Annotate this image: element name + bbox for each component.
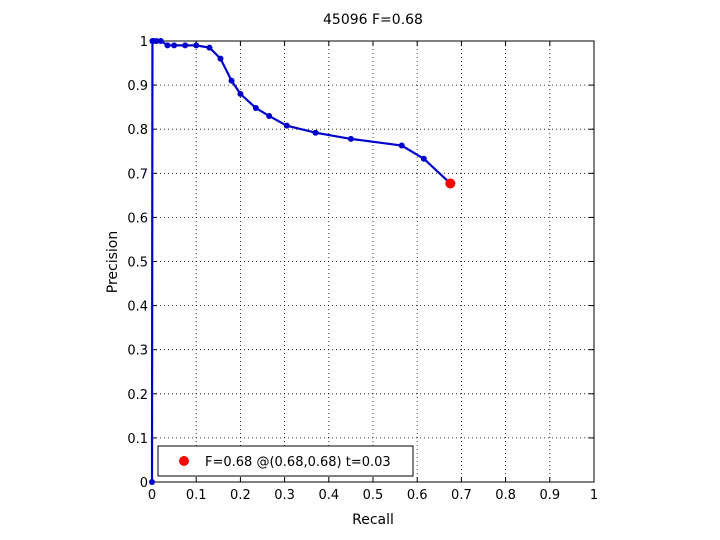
y-tick-label: 0.6 xyxy=(127,211,148,226)
data-point xyxy=(164,42,171,49)
y-tick-label: 0.3 xyxy=(127,344,148,359)
x-tick-label: 0.4 xyxy=(318,488,339,503)
data-point xyxy=(149,479,155,485)
x-tick-label: 0.2 xyxy=(230,488,251,503)
y-tick-label: 0.2 xyxy=(127,388,148,403)
x-tick-label: 0 xyxy=(148,488,156,503)
data-point xyxy=(206,44,213,51)
x-tick-label: 0.8 xyxy=(495,488,516,503)
y-tick-label: 0.4 xyxy=(127,300,148,315)
x-tick-label: 0.1 xyxy=(186,488,207,503)
data-point xyxy=(217,55,224,62)
x-axis-label: Recall xyxy=(352,512,394,528)
data-point xyxy=(171,42,178,49)
y-tick-label: 0 xyxy=(140,476,148,491)
y-tick-label: 0.9 xyxy=(127,79,148,94)
legend: F=0.68 @(0.68,0.68) t=0.03 xyxy=(157,445,414,477)
y-axis-label: Precision xyxy=(105,231,121,293)
data-point xyxy=(228,77,235,84)
data-point xyxy=(182,42,189,49)
data-point xyxy=(157,38,164,44)
x-tick-label: 1 xyxy=(590,488,598,503)
data-point xyxy=(237,90,244,97)
data-point xyxy=(193,42,200,49)
series-layer xyxy=(149,38,456,485)
x-tick-label: 0.6 xyxy=(407,488,428,503)
y-tick-label: 0.1 xyxy=(127,432,148,447)
data-point xyxy=(398,142,405,149)
legend-marker xyxy=(179,456,189,466)
y-tick-label: 1 xyxy=(140,35,148,50)
data-point xyxy=(347,135,354,142)
best-f-point xyxy=(445,178,456,189)
chart-title: 45096 F=0.68 xyxy=(323,12,423,28)
data-point xyxy=(266,112,273,119)
y-tick-label: 0.5 xyxy=(127,256,148,271)
grid-lines xyxy=(152,41,594,482)
x-tick-label: 0.7 xyxy=(451,488,472,503)
data-point xyxy=(312,129,319,136)
y-tick-labels: 0 0.1 0.2 0.3 0.4 0.5 0.6 0.7 0.8 0.9 1 xyxy=(127,35,148,491)
data-point xyxy=(283,122,290,129)
data-point xyxy=(252,105,259,112)
y-tick-label: 0.8 xyxy=(127,123,148,138)
data-point xyxy=(420,155,427,162)
legend-box xyxy=(157,445,414,477)
y-tick-label: 0.7 xyxy=(127,167,148,182)
x-tick-label: 0.3 xyxy=(274,488,295,503)
data-point xyxy=(153,38,160,44)
x-tick-label: 0.5 xyxy=(363,488,384,503)
x-tick-labels: 0 0.1 0.2 0.3 0.4 0.5 0.6 0.7 0.8 0.9 1 xyxy=(148,488,598,503)
x-tick-label: 0.9 xyxy=(539,488,560,503)
legend-label: F=0.68 @(0.68,0.68) t=0.03 xyxy=(205,455,391,470)
